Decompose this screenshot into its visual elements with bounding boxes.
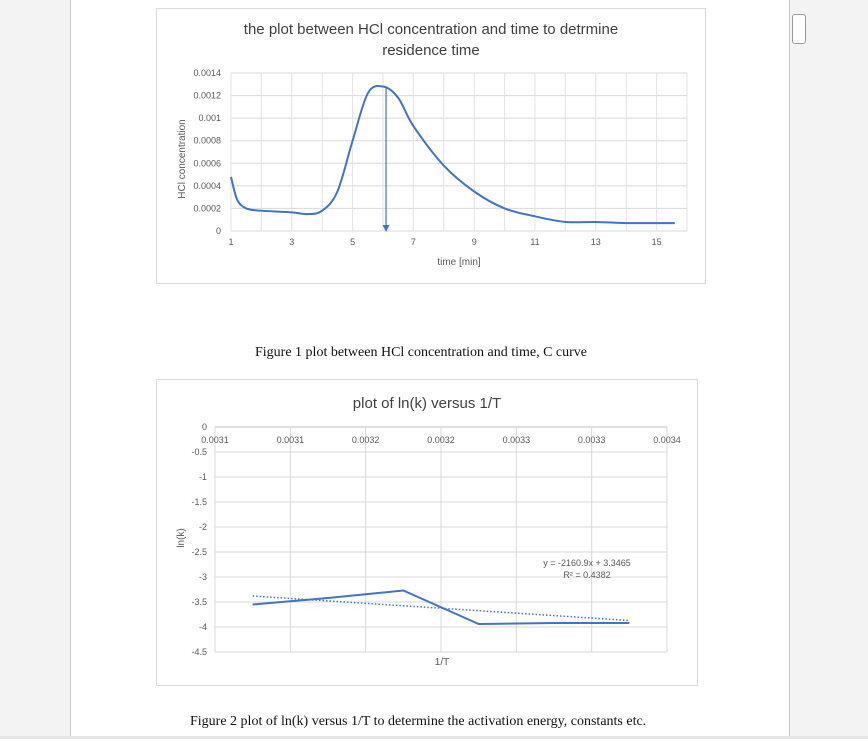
chart-1-xtick: 1 — [228, 237, 233, 247]
chart-1-xtick: 11 — [530, 237, 539, 247]
chart-2-ytick: -4.5 — [191, 647, 207, 657]
chart-1-ytick: 0.0002 — [193, 203, 221, 213]
chart-1-title-line2: residence time — [382, 42, 480, 59]
chart-2-ytick: 0 — [202, 422, 207, 432]
chart-2-xtick: 0.0031 — [277, 435, 305, 445]
chart-1-ytick: 0.0008 — [193, 136, 221, 146]
chart-1-frame[interactable]: the plot between HCl concentration and t… — [156, 8, 706, 284]
chart-2-svg: plot of ln(k) versus 1/T 1/T ln(k) 0 -0.5… — [176, 395, 681, 668]
chart-1-ytick: 0 — [216, 226, 221, 236]
chart-2-xlabel: 1/T — [435, 657, 449, 668]
chart-2-ytick: -4 — [199, 622, 207, 632]
chart-1-xtick: 13 — [591, 237, 601, 247]
trendline-r-squared: R² = 0.4382 — [563, 570, 610, 580]
chart-2-xtick: 0.0033 — [578, 435, 606, 445]
chart-2-ytick: -3 — [199, 572, 207, 582]
chart-1-xtick: 5 — [350, 237, 355, 247]
chart-2-xtick: 0.0033 — [503, 435, 531, 445]
comment-toggle-button[interactable] — [792, 14, 806, 44]
chart-1-series-line — [230, 84, 675, 225]
chart-2-ytick: -2.5 — [191, 547, 207, 557]
chart-1-xlabel: time [min] — [437, 257, 481, 268]
chart-1-xtick: 7 — [411, 237, 416, 247]
chart-1-svg: the plot between HCl concentration and t… — [177, 21, 688, 268]
chart-1-xtick: 3 — [289, 237, 294, 247]
chart-1-ytick: 0.001 — [198, 113, 221, 123]
chart-2-ytick: -3.5 — [191, 597, 207, 607]
chart-1-ytick: 0.0012 — [193, 91, 221, 101]
chart-1-ytick: 0.0014 — [193, 68, 221, 78]
chart-1-arrow-head — [382, 225, 390, 232]
chart-1-xtick: 9 — [472, 237, 477, 247]
chart-1-title-line1: the plot between HCl concentration and t… — [244, 21, 618, 38]
status-strip — [0, 736, 868, 739]
figure-2-caption: Figure 2 plot of ln(k) versus 1/T to det… — [190, 714, 647, 729]
chart-2-ylabel: ln(k) — [176, 528, 187, 547]
chart-2-series-line — [252, 589, 630, 626]
chart-1-ytick: 0.0006 — [193, 158, 221, 168]
figure-1-caption: Figure 1 plot between HCl concentration … — [255, 345, 588, 360]
chart-1-ylabel: HCl concentration — [177, 119, 188, 198]
chart-2-xtick: 0.0032 — [352, 435, 380, 445]
chart-2-ytick: -0.5 — [191, 447, 207, 457]
chart-2-xtick: 0.0034 — [653, 435, 681, 445]
chart-2-ytick: -1 — [199, 472, 207, 482]
chart-1-ytick: 0.0004 — [193, 181, 221, 191]
chart-2-ytick: -1.5 — [191, 497, 207, 507]
chart-2-title: plot of ln(k) versus 1/T — [353, 395, 501, 412]
chart-1-xtick: 15 — [652, 237, 662, 247]
chart-2-ytick: -2 — [199, 522, 207, 532]
trendline-equation: y = -2160.9x + 3.3465 — [543, 558, 631, 568]
chart-2-frame[interactable]: plot of ln(k) versus 1/T 1/T ln(k) 0 -0.5… — [156, 379, 698, 686]
chart-2-xtick: 0.0032 — [427, 435, 455, 445]
chart-2-xtick: 0.0031 — [201, 435, 229, 445]
